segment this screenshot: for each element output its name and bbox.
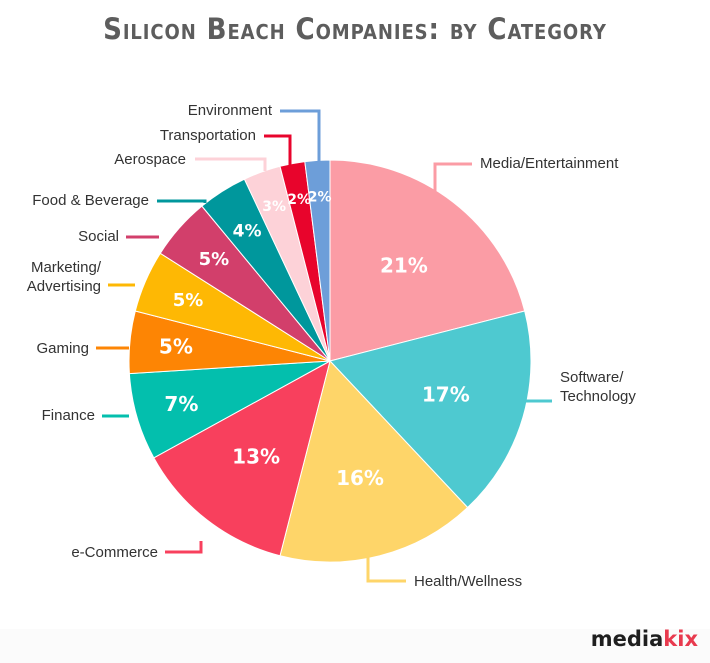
footer-bar [0,629,710,663]
leader-line [264,134,292,165]
slice-percent-label: 5% [159,334,193,358]
category-label: Gaming [36,340,89,357]
mediakix-logo: mediakix [591,627,698,651]
leader-line [280,109,321,161]
chart-title: Silicon Beach Companies: by Category [103,12,607,46]
leader-line [157,199,207,203]
category-label: Media/Entertainment [480,155,619,172]
category-label: Food & Beverage [32,192,149,209]
logo-part-media: media [590,627,664,651]
pie-slice [329,159,526,362]
slice-percent-label: 2% [287,192,311,208]
category-label: Software/Technology [560,369,636,405]
pie-slice [153,360,331,557]
slice-percent-label: 2% [308,189,332,205]
logo-part-kix: kix [663,627,698,651]
category-label: Marketing/Advertising [27,259,102,295]
category-label: e-Commerce [71,544,158,561]
slice-percent-label: 5% [199,249,230,270]
leader-line [433,162,472,200]
leader-line [195,157,267,171]
leader-line [366,548,406,583]
pie-slice [279,359,469,563]
slice-percent-label: 16% [336,466,384,490]
pie-slice [304,159,331,362]
slice-percent-label: 13% [232,444,280,468]
pie-slice [329,310,532,509]
category-label: Health/Wellness [414,573,522,590]
slice-percent-label: 17% [422,383,470,407]
slice-percent-label: 7% [164,392,198,416]
category-label: Transportation [160,127,256,144]
slice-percent-label: 4% [233,221,262,241]
category-label: Aerospace [114,151,186,168]
slice-percent-label: 5% [173,290,204,311]
category-label: Environment [188,102,273,119]
slice-percent-label: 3% [262,199,286,215]
category-label: Social [78,228,119,245]
category-label: Finance [42,407,95,424]
leader-line [165,541,203,554]
slice-percent-label: 21% [380,254,428,278]
